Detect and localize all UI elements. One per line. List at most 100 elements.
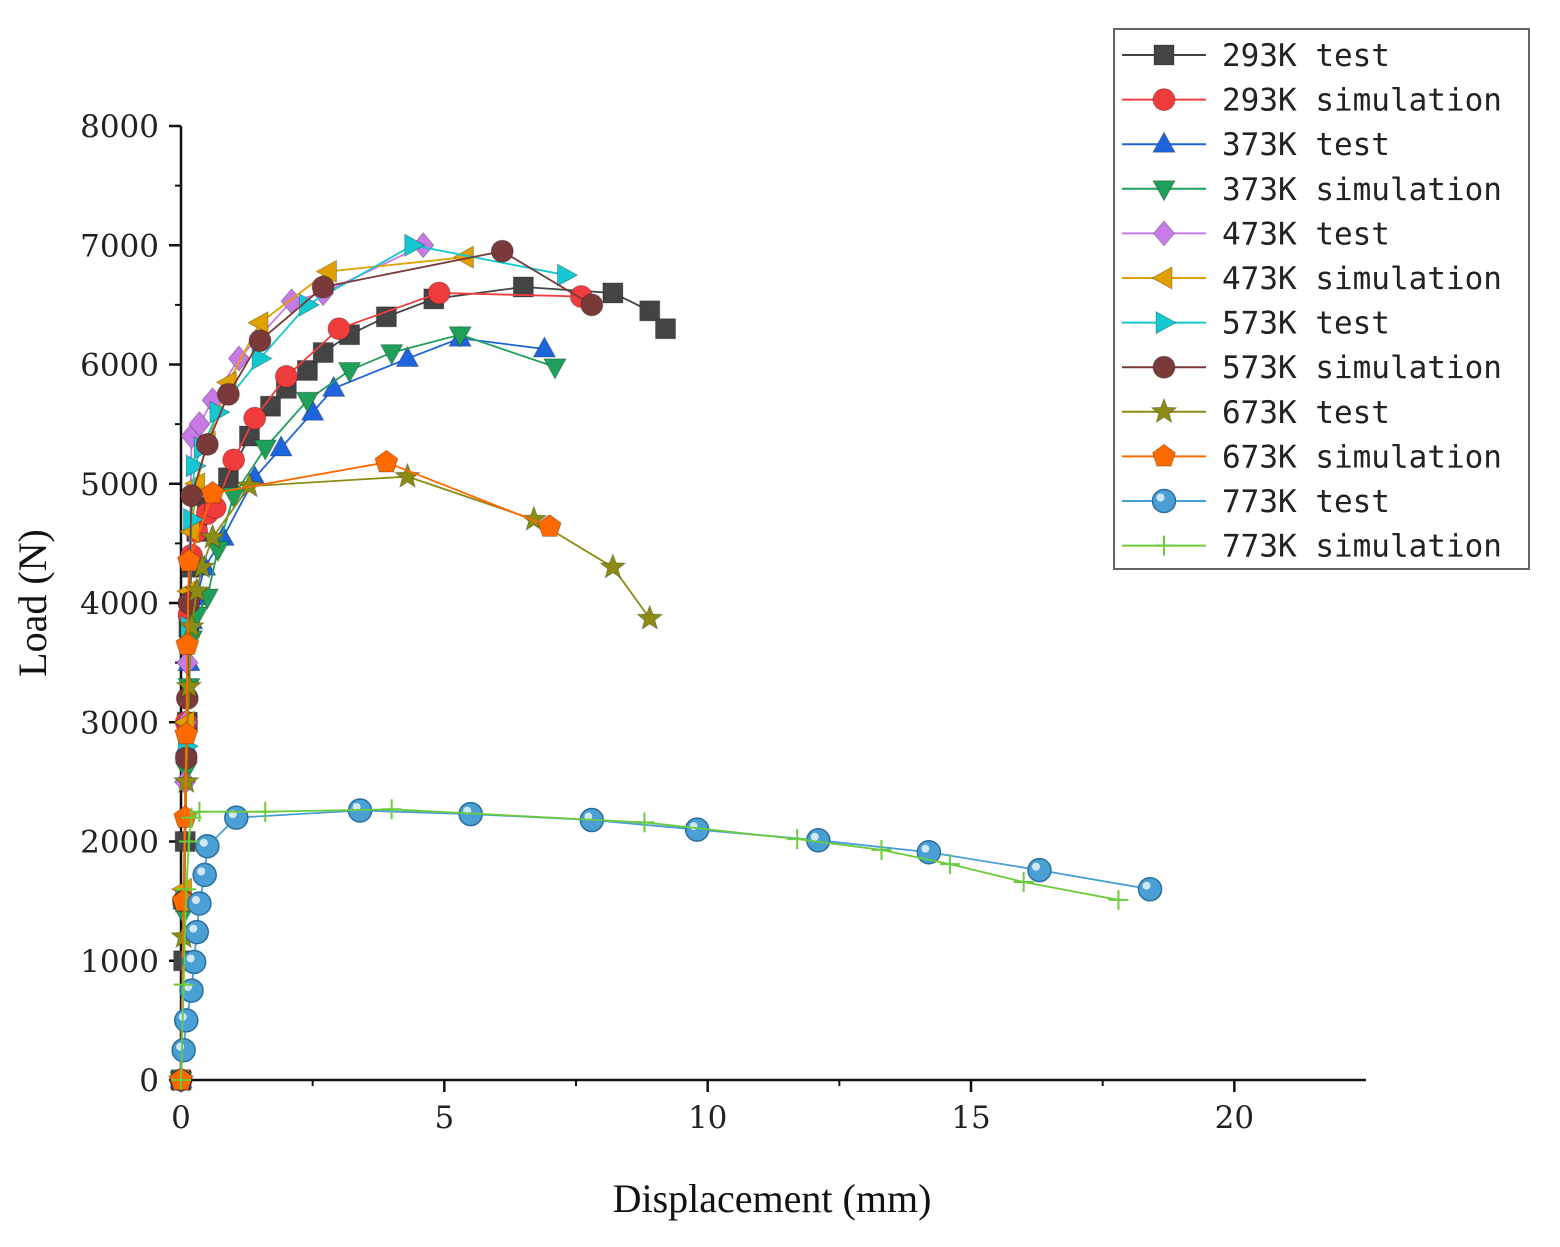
series-373k-test xyxy=(169,325,557,1089)
legend-label: 293K simulation xyxy=(1222,83,1502,119)
data-point xyxy=(183,576,211,603)
legend-item: 473K simulation xyxy=(1122,261,1502,297)
legend-label: 573K simulation xyxy=(1222,350,1502,386)
x-tick-label: 15 xyxy=(951,1100,990,1136)
series-773k-test xyxy=(171,798,1163,1063)
data-point xyxy=(1137,876,1163,902)
data-point xyxy=(543,358,567,380)
legend-item: 773K test xyxy=(1122,484,1390,520)
data-point xyxy=(174,721,199,745)
data-point xyxy=(246,310,269,335)
y-tick-label: 1000 xyxy=(80,944,159,980)
data-point xyxy=(512,276,534,298)
legend-label: 673K simulation xyxy=(1222,439,1502,475)
data-point xyxy=(185,454,208,478)
y-tick-label: 0 xyxy=(139,1063,159,1099)
series-line xyxy=(180,808,1119,1081)
data-point xyxy=(537,514,562,537)
data-point xyxy=(174,1008,199,1033)
legend-label: 573K test xyxy=(1222,306,1390,342)
data-point xyxy=(200,480,225,504)
data-point xyxy=(404,233,426,258)
data-point xyxy=(1013,872,1034,893)
marker-highlight xyxy=(189,924,198,933)
data-point xyxy=(253,439,278,462)
legend-marker xyxy=(1155,310,1178,335)
data-point xyxy=(1027,857,1052,883)
data-point xyxy=(375,306,397,328)
data-point xyxy=(311,275,335,299)
marker-body xyxy=(1151,488,1177,514)
data-point xyxy=(183,507,205,532)
marker-body xyxy=(187,891,212,916)
data-point xyxy=(295,391,320,414)
legend-marker xyxy=(1152,180,1176,202)
series-line xyxy=(182,809,1151,1051)
series-673k-test xyxy=(167,462,664,1092)
data-point xyxy=(243,406,267,430)
series-line xyxy=(180,250,593,1081)
data-point xyxy=(580,293,604,317)
data-point xyxy=(255,801,276,822)
series-line xyxy=(180,292,582,1081)
marker-highlight xyxy=(197,867,206,876)
legend-label: 773K simulation xyxy=(1222,529,1502,565)
data-point xyxy=(274,364,298,388)
legend-item: 293K simulation xyxy=(1122,83,1502,119)
data-point xyxy=(602,282,624,304)
data-point xyxy=(198,522,227,550)
data-point xyxy=(224,805,249,830)
data-point xyxy=(636,604,664,631)
marker-body xyxy=(184,919,210,945)
legend-label: 373K test xyxy=(1222,127,1390,163)
data-point xyxy=(393,462,422,489)
marker-body xyxy=(174,1008,199,1033)
data-point xyxy=(176,879,197,900)
y-tick-label: 8000 xyxy=(80,109,159,145)
data-point xyxy=(178,831,199,852)
legend-label: 473K simulation xyxy=(1222,261,1502,297)
data-point xyxy=(296,359,318,381)
series-line xyxy=(180,333,556,1081)
legend-item: 473K test xyxy=(1122,216,1390,252)
x-tick-label: 5 xyxy=(434,1100,454,1136)
marker-highlight xyxy=(921,844,930,853)
data-point xyxy=(188,410,211,438)
data-point xyxy=(192,862,217,888)
data-point xyxy=(1108,889,1129,910)
data-point xyxy=(195,432,219,456)
data-point xyxy=(448,326,472,348)
marker-highlight xyxy=(199,838,208,847)
marker-body xyxy=(192,862,217,888)
legend-item: 573K simulation xyxy=(1122,350,1502,386)
series-line xyxy=(180,286,667,1081)
y-axis-title: Load (N) xyxy=(10,529,55,677)
data-point xyxy=(599,552,627,579)
marker-highlight xyxy=(176,1042,185,1051)
data-point xyxy=(374,449,399,473)
series-373k-simulation xyxy=(169,326,567,1094)
data-point xyxy=(175,672,203,699)
legend-label: 473K test xyxy=(1222,216,1390,252)
data-point xyxy=(184,919,210,945)
legend-marker xyxy=(1151,488,1177,514)
data-point xyxy=(532,335,557,358)
data-point xyxy=(177,612,206,639)
legend-box xyxy=(1113,28,1530,570)
x-tick-label: 10 xyxy=(688,1100,727,1136)
data-point xyxy=(327,317,351,341)
marker-body xyxy=(1027,857,1052,883)
data-point xyxy=(381,799,402,820)
data-point xyxy=(520,505,548,532)
series-layer xyxy=(167,231,1163,1094)
legend-marker xyxy=(1150,266,1173,290)
legend: 293K test 293K simulation 373K test 373K si… xyxy=(1113,28,1530,570)
data-point xyxy=(634,812,655,833)
data-point xyxy=(187,891,212,916)
marker-body xyxy=(1137,876,1163,902)
marker-highlight xyxy=(191,896,200,905)
legend-item: 773K simulation xyxy=(1122,529,1502,565)
data-point xyxy=(173,974,194,995)
x-tick-label: 20 xyxy=(1215,1100,1254,1136)
marker-highlight xyxy=(810,832,819,841)
